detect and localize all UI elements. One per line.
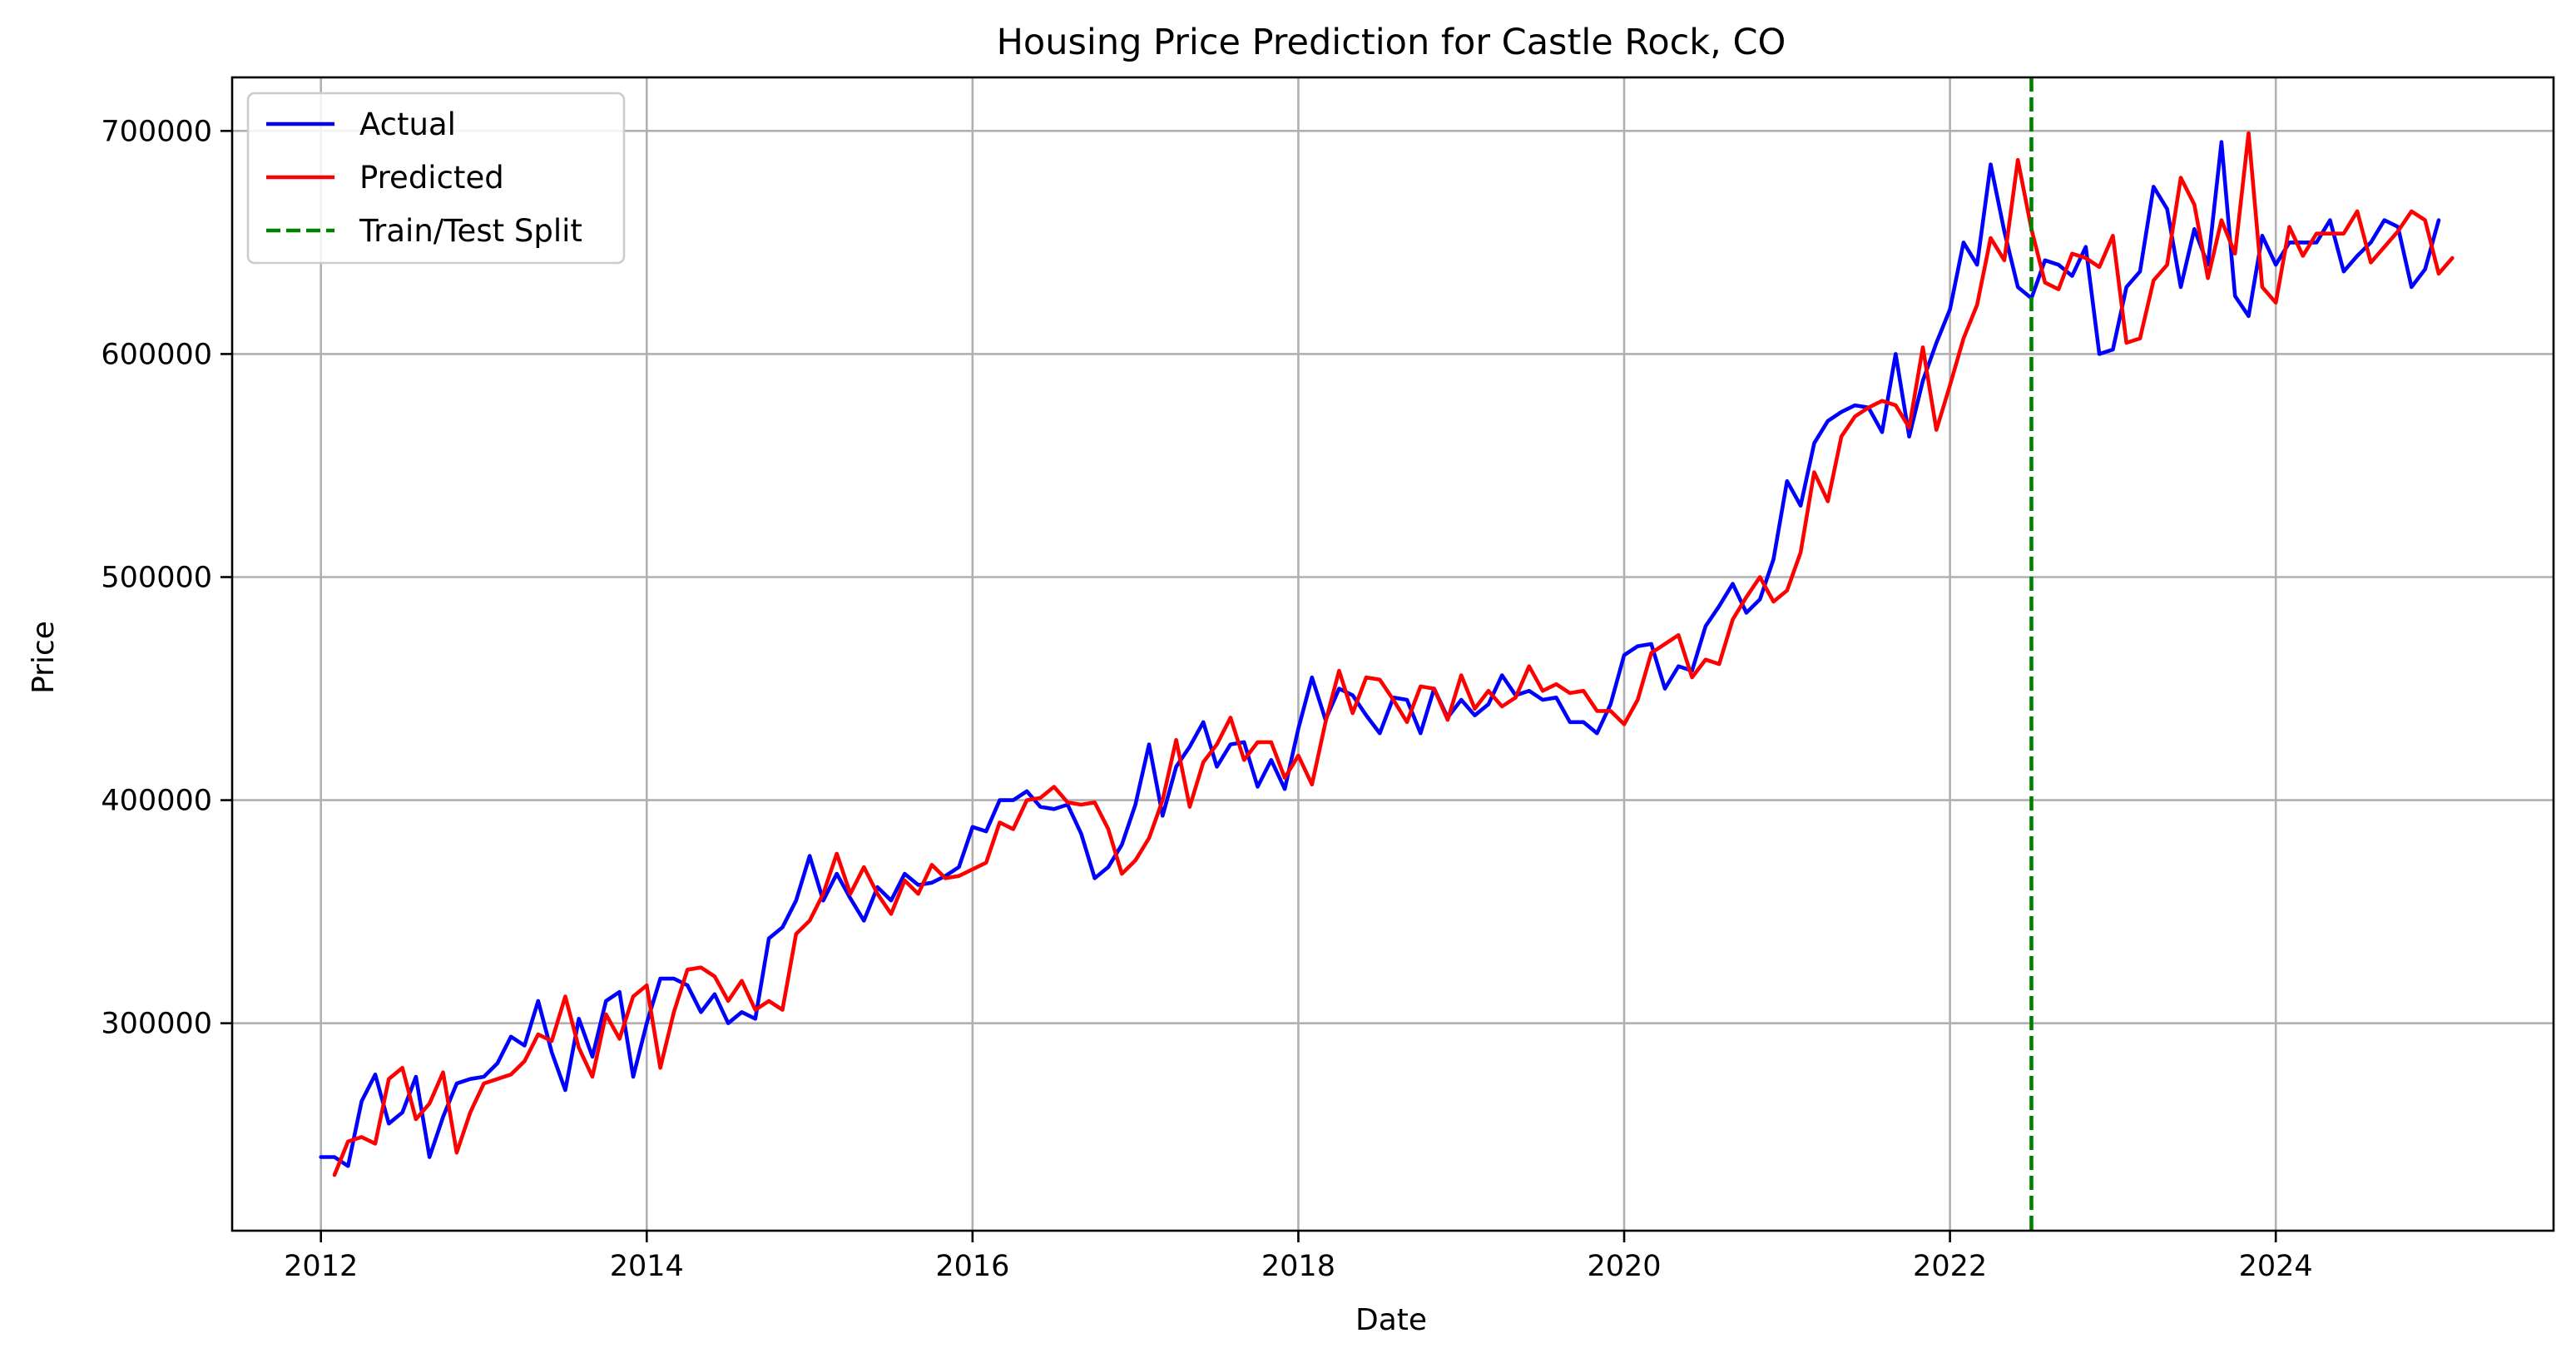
x-tick-label: 2012 (284, 1250, 358, 1283)
plot-frame (230, 76, 2555, 1232)
grid (232, 77, 2554, 1231)
legend-label-predicted: Predicted (359, 160, 504, 196)
x-tick-label: 2022 (1913, 1250, 1987, 1283)
series-line-predicted (332, 131, 2455, 1177)
x-axis-ticks: 2012 2014 2016 2018 2020 2022 2024 (284, 1231, 2313, 1283)
y-tick-label: 600000 (101, 338, 212, 371)
series-line-actual (319, 140, 2441, 1168)
x-axis-label: Date (1355, 1303, 1427, 1337)
legend-label-actual: Actual (359, 107, 456, 142)
x-tick-label: 2018 (1261, 1250, 1335, 1283)
chart-title: Housing Price Prediction for Castle Rock… (997, 22, 1786, 63)
y-axis-ticks: 300000 400000 500000 600000 700000 (101, 115, 232, 1041)
x-tick-label: 2024 (2239, 1250, 2313, 1283)
legend: Actual Predicted Train/Test Split (246, 92, 626, 265)
x-tick-label: 2014 (610, 1250, 684, 1283)
y-tick-label: 500000 (101, 562, 212, 595)
x-tick-label: 2020 (1587, 1250, 1661, 1283)
x-tick-label: 2016 (935, 1250, 1009, 1283)
y-axis-label: Price (27, 621, 61, 694)
y-tick-label: 400000 (101, 785, 212, 818)
legend-box (246, 92, 626, 265)
y-tick-label: 300000 (101, 1008, 212, 1041)
series-layer (319, 131, 2455, 1177)
legend-label-train-test-split: Train/Test Split (359, 213, 582, 249)
y-tick-label: 700000 (101, 115, 212, 148)
